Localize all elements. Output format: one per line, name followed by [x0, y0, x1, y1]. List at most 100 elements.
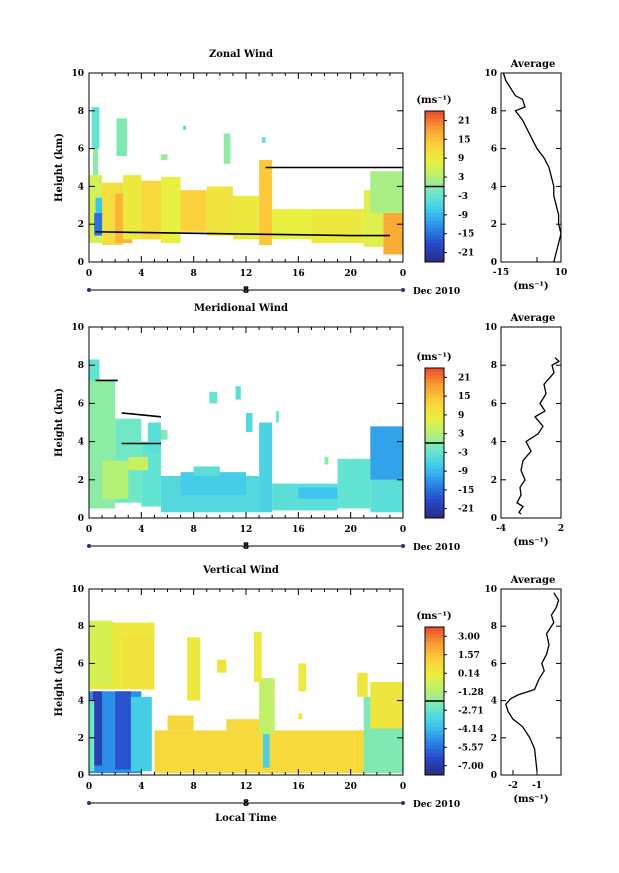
colorbar-segment-0-3	[425, 122, 444, 127]
heatmap-cell-2-8	[154, 730, 403, 774]
date-axis-end-marker-2	[401, 801, 405, 805]
colorbar-segment-2-21	[425, 704, 444, 709]
colorbar-segment-2-32	[425, 745, 444, 750]
average-y-tick-label-0-1: 2	[491, 220, 497, 230]
colorbar-label-0-6: -15	[458, 230, 474, 240]
colorbar-segment-2-23	[425, 712, 444, 717]
colorbar-segment-0-34	[425, 239, 444, 244]
colorbar-segment-1-10	[425, 405, 444, 410]
x-tick-label-2-1: 4	[138, 782, 144, 792]
y-tick-label-0-1: 2	[78, 220, 84, 230]
x-tick-label-0-4: 16	[292, 269, 305, 279]
colorbar-segment-0-15	[425, 167, 444, 172]
colorbar-segment-0-39	[425, 258, 444, 263]
heatmap-cell-2-4	[92, 691, 103, 766]
colorbar-segment-1-18	[425, 435, 444, 440]
colorbar-segment-2-26	[425, 723, 444, 728]
colorbar-segment-2-4	[425, 641, 444, 646]
y-tick-label-1-1: 2	[78, 476, 84, 486]
average-profile-line-1	[516, 357, 561, 515]
x-tick-label-2-3: 12	[240, 782, 253, 792]
heatmap-cell-0-21	[223, 133, 231, 164]
heatmap-cell-0-7	[116, 118, 127, 157]
colorbar-unit-2: (ms⁻¹)	[416, 611, 451, 622]
colorbar-label-2-7: -7.00	[458, 762, 484, 772]
colorbar-segment-2-6	[425, 649, 444, 654]
colorbar-label-2-0: 3.00	[458, 632, 480, 642]
date-axis-day-0: 8	[243, 286, 249, 296]
x-tick-label-0-0: 0	[86, 269, 92, 279]
y-tick-label-2-3: 6	[78, 659, 84, 669]
colorbar-segment-2-33	[425, 749, 444, 754]
y-tick-label-2-1: 2	[78, 734, 84, 744]
average-x-tick-label-2-1: -1	[532, 781, 542, 791]
colorbar-segment-1-14	[425, 420, 444, 425]
colorbar-label-2-2: 0.14	[458, 669, 480, 679]
colorbar-segment-2-9	[425, 660, 444, 665]
y-tick-label-2-0: 0	[78, 771, 84, 781]
colorbar-label-0-7: -21	[458, 249, 474, 259]
colorbar-segment-0-22	[425, 194, 444, 199]
heatmap-cell-2-18	[298, 663, 307, 692]
x-tick-label-1-5: 20	[344, 525, 357, 535]
colorbar-segment-2-36	[425, 760, 444, 765]
colorbar-segment-1-38	[425, 510, 444, 515]
colorbar-segment-2-20	[425, 701, 444, 706]
y-tick-label-0-5: 10	[71, 69, 84, 79]
colorbar-segment-1-5	[425, 386, 444, 391]
colorbar-segment-0-0	[425, 111, 444, 116]
colorbar-segment-0-24	[425, 201, 444, 206]
date-axis-end-marker-1	[401, 544, 405, 548]
colorbar-segment-2-8	[425, 656, 444, 661]
colorbar-label-0-2: 9	[458, 154, 464, 164]
y-tick-label-0-4: 8	[78, 107, 84, 117]
date-axis-start-marker-2	[87, 801, 91, 805]
colorbar-segment-2-38	[425, 767, 444, 772]
colorbar-segment-2-24	[425, 715, 444, 720]
x-tick-label-0-3: 12	[240, 269, 253, 279]
heatmap-cell-1-10	[193, 466, 220, 476]
average-frame-2	[500, 588, 562, 776]
y-tick-label-1-4: 8	[78, 361, 84, 371]
colorbar-segment-1-17	[425, 431, 444, 436]
colorbar-segment-2-34	[425, 752, 444, 757]
colorbar-segment-2-12	[425, 671, 444, 676]
contour-line-1-1	[121, 412, 162, 418]
y-tick-label-1-3: 6	[78, 399, 84, 409]
average-x-tick-label-2-0: -2	[508, 781, 518, 791]
heatmap-cell-2-10	[226, 719, 266, 742]
colorbar-segment-1-25	[425, 461, 444, 466]
average-x-label-2: (ms⁻¹)	[513, 794, 548, 805]
x-tick-label-0-6: 0	[400, 269, 406, 279]
colorbar-segment-1-6	[425, 390, 444, 395]
heatmap-cell-0-23	[183, 125, 186, 130]
colorbar-segment-0-17	[425, 175, 444, 180]
x-tick-label-2-0: 0	[86, 782, 92, 792]
average-title-0: Average	[510, 59, 556, 70]
colorbar-segment-2-10	[425, 664, 444, 669]
y-tick-label-2-2: 4	[78, 697, 84, 707]
heatmap-cell-1-15	[370, 479, 403, 513]
contour-line-0-1	[95, 230, 390, 237]
average-y-tick-label-2-5: 10	[484, 585, 497, 595]
colorbar-segment-1-23	[425, 454, 444, 459]
colorbar-segment-0-25	[425, 205, 444, 210]
heatmap-cell-1-16	[370, 426, 403, 480]
colorbar-segment-1-15	[425, 424, 444, 429]
average-y-tick-label-2-0: 0	[491, 771, 497, 781]
y-axis-label-1: Height (km)	[54, 388, 65, 457]
heatmap-cell-0-13	[232, 195, 260, 240]
colorbar-segment-0-28	[425, 216, 444, 221]
y-axis-label-0: Height (km)	[54, 133, 65, 202]
date-axis-month-2: Dec 2010	[413, 800, 460, 810]
colorbar-segment-0-4	[425, 126, 444, 131]
average-title-1: Average	[510, 313, 556, 324]
colorbar-label-0-3: 3	[458, 173, 464, 183]
heatmap-cell-0-3	[94, 212, 104, 236]
heatmap-cell-0-1	[92, 148, 99, 176]
date-axis-month-0: Dec 2010	[413, 287, 460, 297]
y-tick-label-0-0: 0	[78, 258, 84, 268]
colorbar-segment-1-7	[425, 394, 444, 399]
colorbar-segment-2-30	[425, 738, 444, 743]
